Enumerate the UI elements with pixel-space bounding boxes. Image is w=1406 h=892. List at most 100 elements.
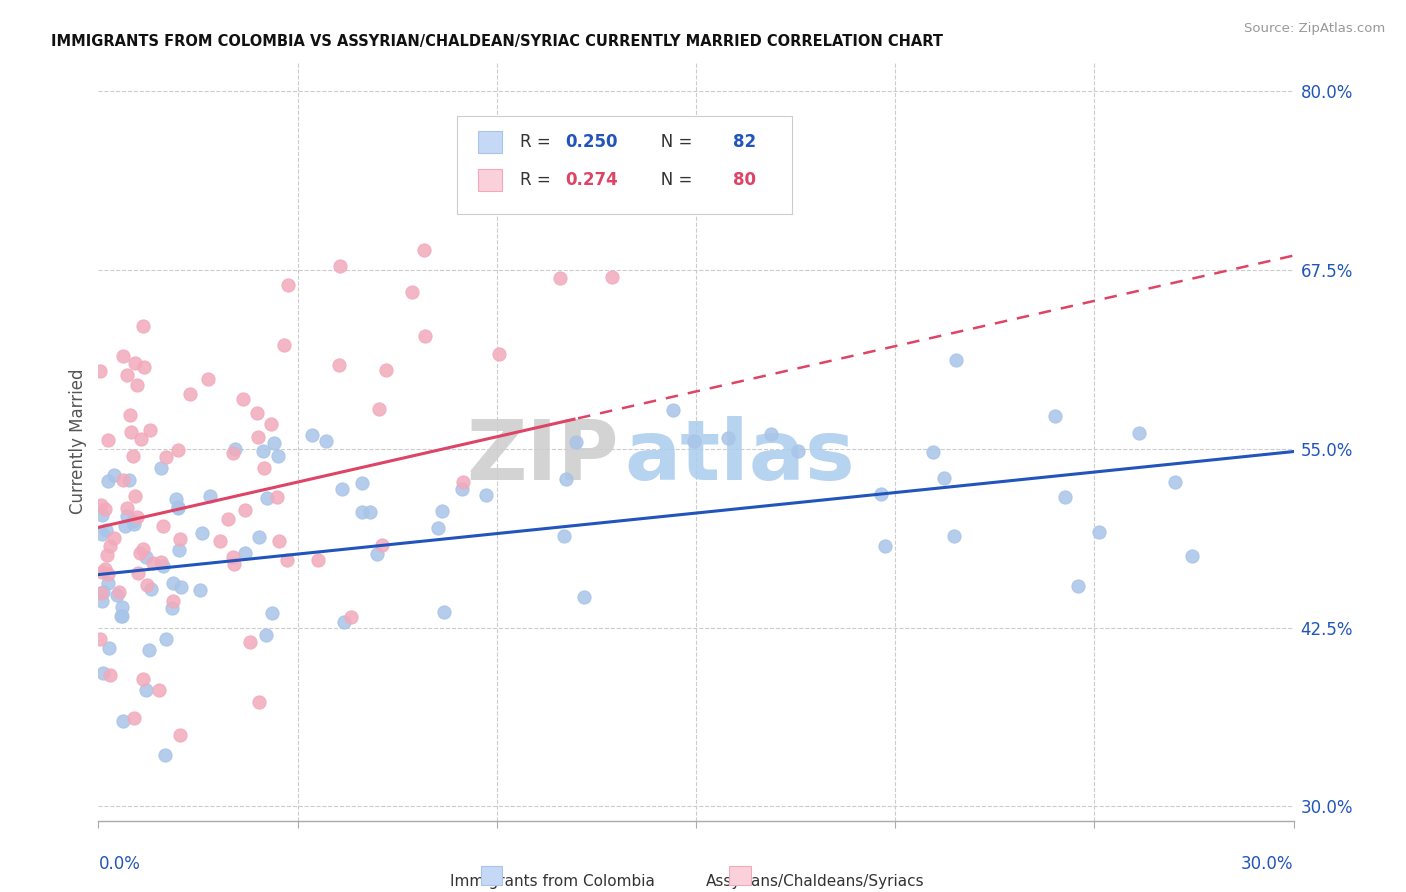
Point (198, 489, 221, 503)
Point (110, 609, 132, 624)
Point (188, 582, 211, 597)
Text: Source: ZipAtlas.com: Source: ZipAtlas.com (1244, 22, 1385, 36)
Point (170, 580, 193, 594)
Point (1128, 425, 1150, 440)
Point (115, 368, 138, 383)
Point (132, 359, 155, 374)
Point (932, 471, 955, 485)
Point (247, 430, 270, 444)
Point (239, 634, 262, 648)
Point (96, 523, 118, 537)
Point (942, 529, 965, 543)
Point (359, 506, 381, 520)
Point (124, 356, 146, 370)
Point (141, 582, 163, 596)
Point (162, 600, 184, 615)
Point (190, 526, 212, 541)
Point (1043, 409, 1066, 423)
Point (111, 608, 134, 623)
Point (1053, 491, 1076, 505)
Point (155, 632, 177, 647)
FancyBboxPatch shape (478, 169, 502, 191)
Point (167, 542, 190, 557)
Point (117, 509, 139, 524)
Point (150, 555, 173, 569)
Point (118, 408, 141, 422)
Text: Immigrants from Colombia: Immigrants from Colombia (450, 874, 655, 888)
Point (565, 435, 588, 450)
Point (247, 695, 270, 709)
Point (111, 599, 134, 614)
Point (922, 445, 945, 459)
Point (124, 489, 146, 503)
Point (93, 502, 115, 516)
Point (413, 328, 436, 343)
Point (224, 442, 246, 457)
Point (166, 442, 188, 457)
Point (253, 461, 276, 475)
Point (121, 514, 143, 528)
Point (94, 562, 117, 576)
Point (155, 450, 177, 465)
Point (169, 532, 191, 546)
Point (153, 747, 176, 762)
Point (256, 491, 278, 506)
Point (232, 392, 254, 407)
Point (222, 549, 245, 564)
Point (235, 503, 257, 517)
Point (333, 615, 356, 630)
Point (260, 417, 283, 431)
Point (1066, 579, 1088, 593)
Point (166, 500, 188, 514)
Point (91, 594, 114, 608)
Point (112, 350, 135, 364)
Point (98, 539, 121, 553)
Point (233, 546, 256, 560)
Point (167, 501, 190, 516)
Point (717, 431, 740, 445)
Point (149, 461, 172, 475)
Point (401, 285, 423, 299)
Point (451, 475, 474, 490)
Point (90, 585, 112, 599)
Point (90, 499, 112, 513)
Point (1181, 549, 1204, 564)
Text: 80: 80 (733, 171, 755, 189)
Point (875, 539, 897, 553)
Point (430, 504, 453, 518)
Point (350, 505, 373, 519)
Point (572, 591, 595, 605)
Point (91, 508, 114, 523)
Point (179, 387, 201, 401)
Point (152, 558, 174, 573)
Point (209, 533, 232, 548)
Text: 82: 82 (733, 133, 755, 151)
Text: N =: N = (645, 171, 697, 189)
Point (89, 632, 111, 647)
Text: 0.0%: 0.0% (98, 855, 141, 872)
Text: N =: N = (645, 133, 697, 151)
Point (100, 667, 122, 681)
Point (91, 527, 114, 541)
FancyBboxPatch shape (730, 866, 751, 885)
Point (96, 549, 118, 563)
Point (350, 476, 373, 491)
Point (366, 547, 388, 561)
Point (131, 672, 153, 686)
Point (787, 444, 810, 458)
Point (136, 577, 159, 591)
Point (277, 277, 299, 292)
Point (413, 243, 436, 257)
Text: R =: R = (520, 171, 555, 189)
Point (371, 538, 394, 552)
Point (112, 714, 135, 729)
Point (90, 565, 112, 579)
Point (128, 546, 150, 560)
Point (433, 606, 456, 620)
Text: atlas: atlas (624, 417, 855, 497)
Point (162, 576, 184, 591)
Point (97, 640, 120, 655)
Point (132, 541, 155, 556)
Point (450, 482, 472, 496)
Point (97, 475, 120, 489)
